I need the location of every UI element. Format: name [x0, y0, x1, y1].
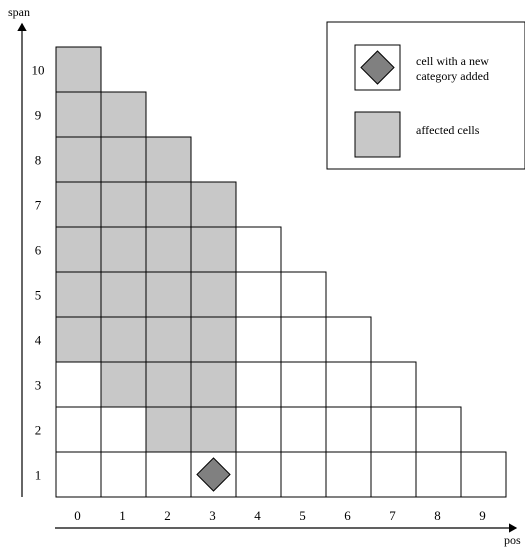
cell-pos4-span6 [235, 226, 282, 273]
legend-label-affected: affected cells [416, 123, 480, 137]
y-tick-6: 6 [35, 243, 42, 258]
affected-cell-pos1-span3 [100, 361, 147, 408]
affected-cell-pos0-span10 [55, 46, 102, 93]
y-tick-10: 10 [32, 63, 45, 78]
cell-pos7-span3 [370, 361, 417, 408]
x-tick-3: 3 [209, 508, 216, 523]
cell-pos4-span2 [235, 406, 282, 453]
affected-cell-pos3-span5 [190, 271, 237, 318]
cell-pos0-span1 [55, 451, 102, 498]
affected-cell-pos0-span6 [55, 226, 102, 273]
x-axis-title: pos [504, 533, 521, 547]
legend-label-new-category-line1: cell with a new [416, 54, 489, 68]
affected-cell-pos2-span3 [145, 361, 192, 408]
legend-swatch-affected [354, 111, 401, 158]
new-category-diamond [196, 457, 231, 492]
y-tick-2: 2 [35, 423, 42, 438]
x-tick-2: 2 [164, 508, 171, 523]
y-tick-4: 4 [35, 333, 42, 348]
cell-pos6-span2 [325, 406, 372, 453]
affected-cell-pos1-span9 [100, 91, 147, 138]
cell-pos9-span1 [460, 451, 507, 498]
cell-pos5-span5 [280, 271, 327, 318]
y-tick-8: 8 [35, 153, 42, 168]
cell-pos0-span2 [55, 406, 102, 453]
affected-cell-pos3-span4 [190, 316, 237, 363]
cell-pos2-span1 [145, 451, 192, 498]
y-axis-title: span [8, 5, 30, 19]
cell-pos1-span1 [100, 451, 147, 498]
y-tick-labels: 1 2 3 4 5 6 7 8 9 10 [32, 63, 45, 483]
legend: cell with a new category added affected … [326, 21, 525, 170]
cell-pos5-span1 [280, 451, 327, 498]
affected-cell-pos1-span6 [100, 226, 147, 273]
x-tick-1: 1 [119, 508, 126, 523]
affected-cell-pos1-span7 [100, 181, 147, 228]
affected-cell-pos0-span8 [55, 136, 102, 183]
cell-pos6-span1 [325, 451, 372, 498]
affected-cell-pos1-span4 [100, 316, 147, 363]
affected-cell-pos0-span7 [55, 181, 102, 228]
affected-cell-pos2-span4 [145, 316, 192, 363]
x-tick-8: 8 [434, 508, 441, 523]
cell-pos6-span4 [325, 316, 372, 363]
y-tick-9: 9 [35, 108, 42, 123]
affected-cell-pos0-span9 [55, 91, 102, 138]
affected-cell-pos1-span8 [100, 136, 147, 183]
cell-pos5-span3 [280, 361, 327, 408]
cell-pos8-span1 [415, 451, 462, 498]
x-tick-6: 6 [344, 508, 351, 523]
affected-cell-pos3-span7 [190, 181, 237, 228]
cell-pos5-span2 [280, 406, 327, 453]
affected-cell-pos2-span8 [145, 136, 192, 183]
y-tick-7: 7 [35, 198, 42, 213]
cell-pos7-span1 [370, 451, 417, 498]
cell-pos4-span5 [235, 271, 282, 318]
affected-cell-pos2-span2 [145, 406, 192, 453]
cell-pos6-span3 [325, 361, 372, 408]
affected-cell-pos2-span6 [145, 226, 192, 273]
affected-cell-pos1-span5 [100, 271, 147, 318]
cell-pos4-span4 [235, 316, 282, 363]
affected-cell-pos0-span5 [55, 271, 102, 318]
x-tick-9: 9 [479, 508, 486, 523]
y-tick-3: 3 [35, 378, 42, 393]
cell-pos4-span1 [235, 451, 282, 498]
affected-cell-pos2-span5 [145, 271, 192, 318]
x-tick-0: 0 [74, 508, 81, 523]
cell-pos1-span2 [100, 406, 147, 453]
affected-cell-pos2-span7 [145, 181, 192, 228]
cell-pos7-span2 [370, 406, 417, 453]
cell-pos8-span2 [415, 406, 462, 453]
affected-cell-pos0-span4 [55, 316, 102, 363]
y-tick-1: 1 [35, 468, 42, 483]
x-tick-5: 5 [299, 508, 306, 523]
y-tick-5: 5 [35, 288, 42, 303]
affected-cell-pos3-span6 [190, 226, 237, 273]
cell-pos0-span3 [55, 361, 102, 408]
legend-label-new-category-line2: category added [416, 69, 489, 83]
cell-pos4-span3 [235, 361, 282, 408]
affected-cell-pos3-span3 [190, 361, 237, 408]
x-tick-4: 4 [254, 508, 261, 523]
x-tick-7: 7 [389, 508, 396, 523]
cell-pos5-span4 [280, 316, 327, 363]
affected-cell-pos3-span2 [190, 406, 237, 453]
legend-diamond-icon [360, 50, 395, 85]
x-tick-labels: 0 1 2 3 4 5 6 7 8 9 [74, 508, 486, 523]
